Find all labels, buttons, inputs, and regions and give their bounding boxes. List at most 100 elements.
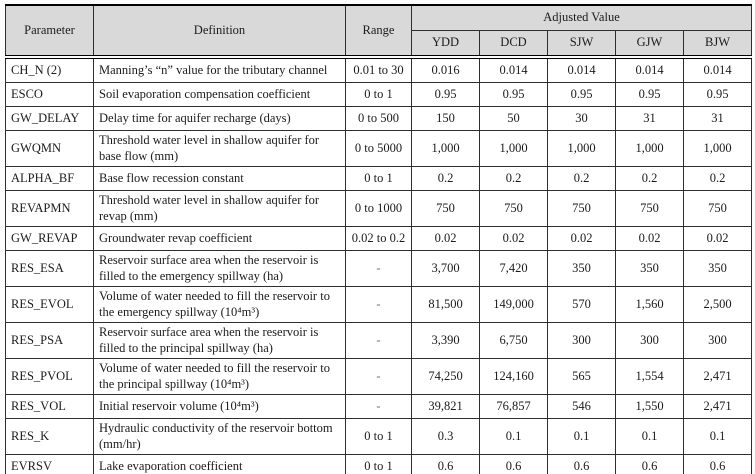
parameter-cell: GW_DELAY xyxy=(5,106,94,131)
definition-cell: Base flow recession constant xyxy=(93,166,346,191)
value-cell-bjw: 0.6 xyxy=(683,454,752,474)
value-cell-dcd: 149,000 xyxy=(479,286,548,323)
value-cell-gjw: 350 xyxy=(615,250,684,287)
definition-cell: Volume of water needed to fill the reser… xyxy=(93,286,346,323)
parameter-cell: GW_REVAP xyxy=(5,226,94,251)
table-row: GW_REVAP Groundwater revap coefficient 0.0… xyxy=(5,226,752,251)
range-cell: 0 to 1 xyxy=(345,454,412,474)
header-row-sites: YDD DCD SJW GJW BJW xyxy=(6,30,752,59)
value-cell-sjw: 0.1 xyxy=(547,418,616,455)
value-cell-bjw: 0.2 xyxy=(683,166,752,191)
value-cell-gjw: 0.6 xyxy=(615,454,684,474)
value-cell-bjw: 1,000 xyxy=(683,130,752,167)
range-cell: - xyxy=(345,286,412,323)
parameter-cell: GWQMN xyxy=(5,130,94,167)
value-cell-gjw: 1,550 xyxy=(615,394,684,419)
value-cell-gjw: 1,560 xyxy=(615,286,684,323)
table-row: REVAPMN Threshold water level in shallow … xyxy=(5,190,752,227)
value-cell-gjw: 0.02 xyxy=(615,226,684,251)
range-cell: 0 to 500 xyxy=(345,106,412,131)
value-cell-sjw: 300 xyxy=(547,322,616,359)
value-cell-bjw: 2,471 xyxy=(683,394,752,419)
table-header: Parameter Definition Range Adjusted Valu… xyxy=(5,4,752,59)
table-row: RES_PSA Reservoir surface area when the r… xyxy=(5,322,752,359)
value-cell-gjw: 750 xyxy=(615,190,684,227)
definition-cell: Threshold water level in shallow aquifer… xyxy=(93,190,346,227)
value-cell-gjw: 1,000 xyxy=(615,130,684,167)
value-cell-bjw: 300 xyxy=(683,322,752,359)
value-cell-bjw: 0.02 xyxy=(683,226,752,251)
table-row: RES_ESA Reservoir surface area when the r… xyxy=(5,250,752,287)
value-cell-sjw: 0.014 xyxy=(547,56,616,83)
value-cell-bjw: 750 xyxy=(683,190,752,227)
value-cell-sjw: 350 xyxy=(547,250,616,287)
definition-cell: Volume of water needed to fill the reser… xyxy=(93,358,346,395)
range-cell: 0.01 to 30 xyxy=(345,56,412,83)
range-cell: 0 to 1 xyxy=(345,82,412,107)
definition-cell: Reservoir surface area when the reservoi… xyxy=(93,250,346,287)
parameter-cell: RES_PVOL xyxy=(5,358,94,395)
value-cell-gjw: 0.95 xyxy=(615,82,684,107)
value-cell-ydd: 0.3 xyxy=(411,418,480,455)
definition-cell: Delay time for aquifer recharge (days) xyxy=(93,106,346,131)
value-cell-gjw: 0.1 xyxy=(615,418,684,455)
definition-cell: Threshold water level in shallow aquifer… xyxy=(93,130,346,167)
value-cell-dcd: 0.95 xyxy=(479,82,548,107)
range-cell: - xyxy=(345,322,412,359)
range-cell: 0 to 1 xyxy=(345,418,412,455)
value-cell-sjw: 30 xyxy=(547,106,616,131)
site-header-ydd: YDD xyxy=(411,30,480,59)
header-row-main: Parameter Definition Range Adjusted Valu… xyxy=(5,4,752,59)
value-cell-dcd: 750 xyxy=(479,190,548,227)
value-cell-dcd: 1,000 xyxy=(479,130,548,167)
table-row: ALPHA_BF Base flow recession constant 0 to… xyxy=(5,166,752,191)
range-cell: 0 to 1 xyxy=(345,166,412,191)
value-cell-bjw: 2,471 xyxy=(683,358,752,395)
value-cell-bjw: 2,500 xyxy=(683,286,752,323)
value-cell-dcd: 124,160 xyxy=(479,358,548,395)
value-cell-ydd: 0.2 xyxy=(411,166,480,191)
col-header-definition: Definition xyxy=(93,4,346,59)
site-header-sjw: SJW xyxy=(547,30,616,59)
value-cell-bjw: 350 xyxy=(683,250,752,287)
parameter-cell: ALPHA_BF xyxy=(5,166,94,191)
table-row: RES_EVOL Volume of water needed to fill t… xyxy=(5,286,752,323)
value-cell-sjw: 570 xyxy=(547,286,616,323)
parameter-cell: CH_N (2) xyxy=(5,56,94,83)
site-header-dcd: DCD xyxy=(479,30,548,59)
table-row: RES_PVOL Volume of water needed to fill t… xyxy=(5,358,752,395)
value-cell-ydd: 0.6 xyxy=(411,454,480,474)
value-cell-dcd: 76,857 xyxy=(479,394,548,419)
parameter-cell: EVRSV xyxy=(5,454,94,474)
table-row: ESCO Soil evaporation compensation coeffi… xyxy=(5,82,752,107)
col-header-parameter: Parameter xyxy=(5,4,94,59)
value-cell-ydd: 0.95 xyxy=(411,82,480,107)
value-cell-dcd: 0.1 xyxy=(479,418,548,455)
table-row: CH_N (2) Manning’s “n” value for the trib… xyxy=(5,56,752,83)
range-cell: - xyxy=(345,358,412,395)
site-header-bjw: BJW xyxy=(683,30,752,59)
parameter-cell: RES_VOL xyxy=(5,394,94,419)
value-cell-dcd: 50 xyxy=(479,106,548,131)
value-cell-gjw: 0.014 xyxy=(615,56,684,83)
range-cell: 0 to 1000 xyxy=(345,190,412,227)
range-cell: - xyxy=(345,394,412,419)
col-header-adjusted-value: Adjusted Value xyxy=(411,4,752,31)
parameter-cell: RES_K xyxy=(5,418,94,455)
value-cell-dcd: 0.6 xyxy=(479,454,548,474)
value-cell-bjw: 0.95 xyxy=(683,82,752,107)
value-cell-bjw: 0.014 xyxy=(683,56,752,83)
value-cell-dcd: 0.02 xyxy=(479,226,548,251)
parameter-cell: RES_PSA xyxy=(5,322,94,359)
table-body: CH_N (2) Manning’s “n” value for the trib… xyxy=(5,56,752,474)
value-cell-gjw: 31 xyxy=(615,106,684,131)
value-cell-sjw: 546 xyxy=(547,394,616,419)
parameter-cell: RES_ESA xyxy=(5,250,94,287)
parameter-table: Parameter Definition Range Adjusted Valu… xyxy=(5,4,752,474)
definition-cell: Hydraulic conductivity of the reservoir … xyxy=(93,418,346,455)
value-cell-ydd: 0.016 xyxy=(411,56,480,83)
value-cell-sjw: 0.95 xyxy=(547,82,616,107)
parameter-cell: REVAPMN xyxy=(5,190,94,227)
parameter-cell: ESCO xyxy=(5,82,94,107)
